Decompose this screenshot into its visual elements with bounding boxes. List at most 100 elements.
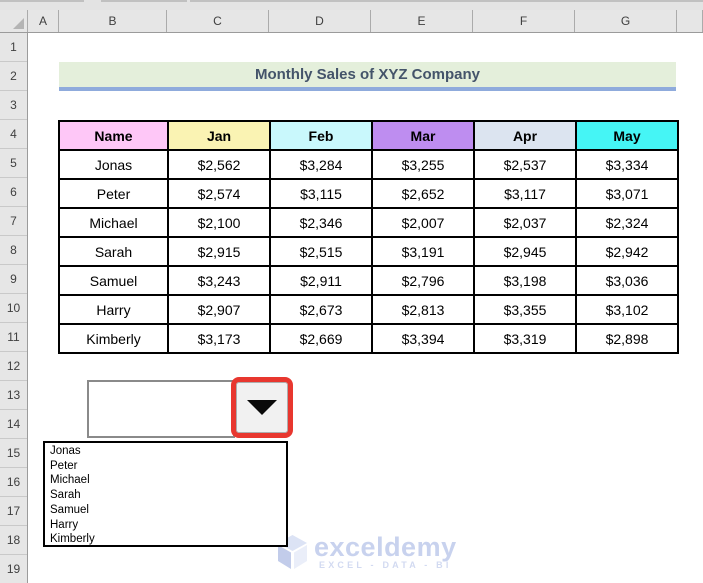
combobox-dropdown-button[interactable] bbox=[231, 377, 293, 438]
row-header-19[interactable]: 19 bbox=[0, 555, 27, 583]
table-header-cell-mar[interactable]: Mar bbox=[371, 120, 475, 151]
column-header-F[interactable]: F bbox=[473, 10, 575, 32]
column-header-A[interactable]: A bbox=[28, 10, 59, 32]
table-cell-value[interactable]: $3,255 bbox=[371, 149, 475, 180]
row-header-4[interactable]: 4 bbox=[0, 120, 27, 149]
combobox-option[interactable]: Harry bbox=[50, 518, 79, 531]
row-header-1[interactable]: 1 bbox=[0, 33, 27, 62]
column-header-E[interactable]: E bbox=[371, 10, 473, 32]
table-cell-value[interactable]: $2,813 bbox=[371, 294, 475, 325]
table-header-cell-may[interactable]: May bbox=[575, 120, 679, 151]
row-header-12[interactable]: 12 bbox=[0, 352, 27, 381]
table-cell-name[interactable]: Peter bbox=[58, 178, 169, 209]
row-header-2[interactable]: 2 bbox=[0, 62, 27, 91]
table-cell-value[interactable]: $3,102 bbox=[575, 294, 679, 325]
table-cell-value[interactable]: $3,394 bbox=[371, 323, 475, 354]
row-header-18[interactable]: 18 bbox=[0, 526, 27, 555]
table-cell-name[interactable]: Samuel bbox=[58, 265, 169, 296]
table-cell-name[interactable]: Sarah bbox=[58, 236, 169, 267]
sales-table-head: Name Jan Feb Mar Apr May bbox=[58, 120, 679, 151]
combobox-option[interactable]: Samuel bbox=[50, 503, 89, 516]
combobox-option[interactable]: Peter bbox=[50, 459, 78, 472]
row-header-14[interactable]: 14 bbox=[0, 410, 27, 439]
table-cell-value[interactable]: $3,191 bbox=[371, 236, 475, 267]
table-cell-value[interactable]: $2,796 bbox=[371, 265, 475, 296]
combobox-option[interactable]: Kimberly bbox=[50, 533, 95, 546]
table-cell-value[interactable]: $3,071 bbox=[575, 178, 679, 209]
table-cell-value[interactable]: $3,334 bbox=[575, 149, 679, 180]
table-cell-name[interactable]: Michael bbox=[58, 207, 169, 238]
column-header-G[interactable]: G bbox=[575, 10, 677, 32]
row-header-6[interactable]: 6 bbox=[0, 178, 27, 207]
table-header-cell-apr[interactable]: Apr bbox=[473, 120, 577, 151]
row-header-5[interactable]: 5 bbox=[0, 149, 27, 178]
table-cell-value[interactable]: $3,284 bbox=[269, 149, 373, 180]
table-cell-value[interactable]: $2,915 bbox=[167, 236, 271, 267]
table-header-cell-feb[interactable]: Feb bbox=[269, 120, 373, 151]
table-row: Harry $2,907 $2,673 $2,813 $3,355 $3,102 bbox=[58, 294, 679, 325]
combobox-option[interactable]: Michael bbox=[50, 474, 90, 487]
table-cell-value[interactable]: $2,346 bbox=[269, 207, 373, 238]
table-cell-value[interactable]: $2,537 bbox=[473, 149, 577, 180]
table-cell-value[interactable]: $2,515 bbox=[269, 236, 373, 267]
table-cell-value[interactable]: $3,355 bbox=[473, 294, 577, 325]
table-cell-value[interactable]: $2,562 bbox=[167, 149, 271, 180]
column-header-B[interactable]: B bbox=[59, 10, 167, 32]
table-cell-name[interactable]: Harry bbox=[58, 294, 169, 325]
watermark-brand: exceldemy bbox=[314, 532, 457, 562]
combobox-option[interactable]: Jonas bbox=[50, 445, 81, 457]
table-cell-value[interactable]: $2,898 bbox=[575, 323, 679, 354]
table-row: Michael $2,100 $2,346 $2,007 $2,037 $2,324 bbox=[58, 207, 679, 238]
row-header-bar: 1 2 3 4 5 6 7 8 9 10 11 12 13 14 15 16 17 18 19 bbox=[0, 33, 28, 583]
table-cell-value[interactable]: $2,673 bbox=[269, 294, 373, 325]
combobox-option[interactable]: Sarah bbox=[50, 489, 81, 502]
table-cell-value[interactable]: $2,652 bbox=[371, 178, 475, 209]
table-row: Sarah $2,915 $2,515 $3,191 $2,945 $2,942 bbox=[58, 236, 679, 267]
select-all-corner[interactable] bbox=[0, 10, 28, 32]
row-header-9[interactable]: 9 bbox=[0, 265, 27, 294]
row-header-17[interactable]: 17 bbox=[0, 497, 27, 526]
column-header-partial[interactable] bbox=[677, 10, 703, 32]
row-header-3[interactable]: 3 bbox=[0, 91, 27, 120]
table-cell-value[interactable]: $2,324 bbox=[575, 207, 679, 238]
column-header-D[interactable]: D bbox=[269, 10, 371, 32]
table-cell-value[interactable]: $3,036 bbox=[575, 265, 679, 296]
table-cell-name[interactable]: Jonas bbox=[58, 149, 169, 180]
table-cell-value[interactable]: $3,198 bbox=[473, 265, 577, 296]
table-cell-value[interactable]: $3,319 bbox=[473, 323, 577, 354]
row-header-8[interactable]: 8 bbox=[0, 236, 27, 265]
table-cell-name[interactable]: Kimberly bbox=[58, 323, 169, 354]
table-cell-value[interactable]: $2,942 bbox=[575, 236, 679, 267]
row-header-10[interactable]: 10 bbox=[0, 294, 27, 323]
table-cell-value[interactable]: $2,911 bbox=[269, 265, 373, 296]
row-header-11[interactable]: 11 bbox=[0, 323, 27, 352]
row-header-7[interactable]: 7 bbox=[0, 207, 27, 236]
table-cell-value[interactable]: $3,243 bbox=[167, 265, 271, 296]
table-cell-value[interactable]: $3,173 bbox=[167, 323, 271, 354]
table-cell-value[interactable]: $2,669 bbox=[269, 323, 373, 354]
table-cell-value[interactable]: $2,574 bbox=[167, 178, 271, 209]
table-cell-value[interactable]: $2,100 bbox=[167, 207, 271, 238]
row-header-13[interactable]: 13 bbox=[0, 381, 27, 410]
table-cell-value[interactable]: $2,907 bbox=[167, 294, 271, 325]
name-combobox-field[interactable] bbox=[87, 380, 235, 438]
table-cell-value[interactable]: $3,115 bbox=[269, 178, 373, 209]
table-header-cell-name[interactable]: Name bbox=[58, 120, 169, 151]
formula-bar-edge bbox=[190, 0, 703, 2]
table-row: Samuel $3,243 $2,911 $2,796 $3,198 $3,036 bbox=[58, 265, 679, 296]
select-all-triangle-icon bbox=[13, 18, 24, 29]
formula-bar-strip bbox=[0, 0, 703, 10]
table-cell-value[interactable]: $2,007 bbox=[371, 207, 475, 238]
table-cell-value[interactable]: $2,037 bbox=[473, 207, 577, 238]
column-header-C[interactable]: C bbox=[167, 10, 269, 32]
sales-table: Name Jan Feb Mar Apr May Jonas $2,562 $3,284 $3,… bbox=[58, 120, 679, 354]
table-cell-value[interactable]: $3,117 bbox=[473, 178, 577, 209]
row-header-16[interactable]: 16 bbox=[0, 468, 27, 497]
title-banner[interactable]: Monthly Sales of XYZ Company bbox=[59, 62, 676, 91]
dropdown-arrow-icon bbox=[247, 400, 277, 415]
table-cell-value[interactable]: $2,945 bbox=[473, 236, 577, 267]
table-header-cell-jan[interactable]: Jan bbox=[167, 120, 271, 151]
row-header-15[interactable]: 15 bbox=[0, 439, 27, 468]
